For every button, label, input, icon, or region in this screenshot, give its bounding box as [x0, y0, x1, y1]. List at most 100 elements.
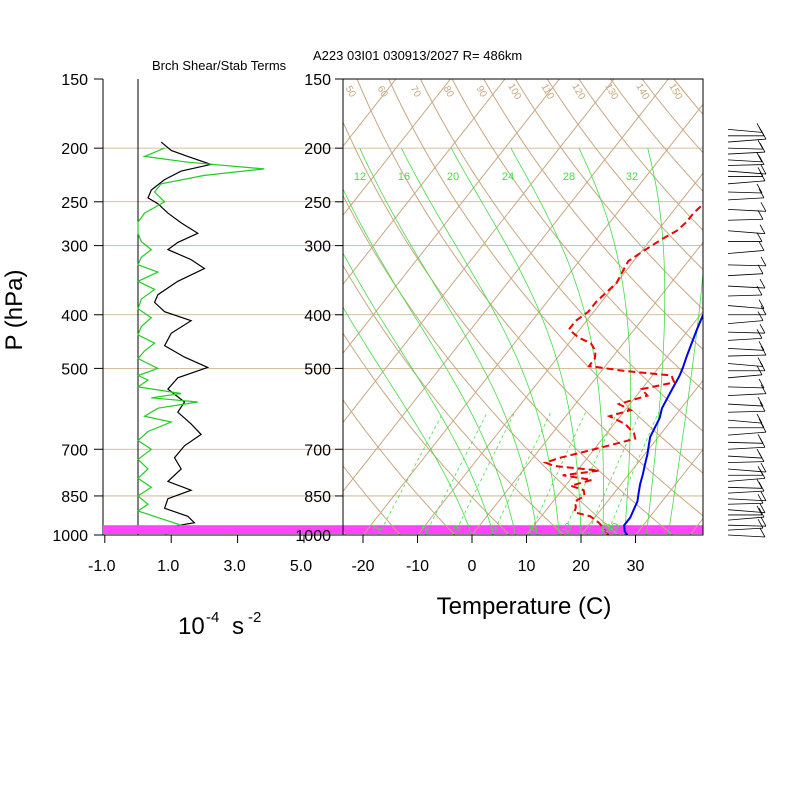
- dry-adiabat: [641, 79, 703, 154]
- wind-barb-flag: [757, 494, 764, 504]
- dry-adiabat: [692, 62, 800, 546]
- wind-barb-flag: [758, 452, 765, 462]
- dry-adiabat: [343, 332, 511, 535]
- y-tick-label-left: 250: [61, 195, 88, 212]
- wind-barb-flag: [759, 323, 766, 334]
- wind-barb-flag: [758, 341, 765, 351]
- mixing-ratio-line: [378, 412, 444, 535]
- units-exponent-2: -2: [248, 609, 261, 626]
- y-tick-label-right: 850: [304, 489, 331, 506]
- y-tick-label-right: 1000: [295, 528, 331, 545]
- mixing-ratio-line: [528, 412, 587, 535]
- dry-adiabat: [343, 264, 565, 535]
- wind-barb-shaft: [727, 138, 767, 143]
- wind-barb-flag: [758, 378, 765, 389]
- mixing-ratio-label: 1: [372, 523, 385, 534]
- wind-barb-shaft: [727, 129, 763, 133]
- dry-adiabat: [451, 79, 703, 391]
- wind-barb-flag: [759, 527, 766, 538]
- surface-highlight-band: [103, 525, 703, 534]
- dry-adiabat: [356, 79, 703, 517]
- y-tick-label-left: 150: [61, 72, 88, 89]
- wind-barb-flag: [758, 481, 765, 492]
- wind-barb-flag: [760, 256, 767, 267]
- wind-barb-flag: [758, 507, 765, 518]
- isotherm: [417, 172, 703, 535]
- wind-barb-flag: [760, 491, 767, 501]
- y-tick-label-left: 700: [61, 442, 88, 459]
- dry-adiabat-label: 80: [441, 84, 456, 100]
- wind-barb-shaft: [727, 273, 764, 277]
- y-tick-label-left: 200: [61, 141, 88, 158]
- wind-barb-shaft: [727, 386, 765, 389]
- wind-barb-shaft: [727, 490, 765, 494]
- wind-barb-flag: [759, 503, 766, 513]
- dry-adiabat: [343, 530, 347, 535]
- wind-barb-shaft: [727, 294, 763, 297]
- y-tick-label-right: 300: [304, 239, 331, 256]
- moist-adiabat-label: 16: [398, 171, 410, 183]
- wind-barb-flag: [760, 305, 767, 315]
- wind-barb-shaft: [727, 147, 764, 150]
- moist-adiabat-label: 24: [502, 171, 514, 183]
- dry-adiabat: [71, 62, 245, 546]
- dry-adiabat: [673, 79, 703, 116]
- wind-barb-flag: [759, 402, 766, 412]
- wind-barb-shaft: [727, 516, 765, 521]
- moist-adiabat: [401, 147, 560, 535]
- mixing-ratio-label: 8: [528, 523, 541, 534]
- isotherm: [745, 79, 800, 535]
- moist-adiabat: [450, 147, 582, 535]
- x-tick-label-temp: 10: [518, 558, 536, 575]
- dry-adiabat-label: 150: [666, 82, 684, 102]
- isotherm: [343, 79, 397, 147]
- wind-barb-shaft: [727, 363, 764, 367]
- wind-barb-flag: [756, 183, 763, 194]
- wind-barb-shaft: [727, 191, 763, 194]
- isotherm: [343, 79, 669, 493]
- wind-barb-flag: [757, 518, 764, 529]
- units-base: 10: [178, 613, 205, 640]
- wind-barb-shaft: [727, 151, 766, 155]
- left-panel-title: Brch Shear/Stab Terms: [152, 58, 287, 73]
- dry-adiabat: [785, 62, 800, 546]
- wind-barb-flag: [756, 413, 763, 424]
- dry-adiabat-label: 90: [474, 84, 489, 100]
- wind-barb-shaft: [727, 264, 767, 267]
- wind-barb-flag: [760, 345, 767, 356]
- dry-adiabat-label: 120: [569, 82, 587, 102]
- wind-barb-shaft: [727, 461, 765, 464]
- moist-adiabat-label: 32: [626, 171, 638, 183]
- moist-adiabat: [578, 147, 632, 535]
- wind-barb-shaft: [727, 374, 763, 379]
- wind-barb-shaft: [727, 509, 766, 514]
- skewt-frame: [342, 78, 704, 536]
- moist-adiabat: [510, 147, 604, 535]
- wind-barb-flag: [758, 241, 765, 251]
- x-tick-label-temp: 0: [468, 558, 477, 575]
- mixing-ratio-line: [586, 412, 641, 535]
- wind-barb-shaft: [727, 285, 766, 289]
- moist-adiabat-label: 28: [563, 171, 575, 183]
- isotherm: [635, 448, 703, 535]
- wind-barb-flag: [756, 329, 763, 339]
- isotherm: [343, 79, 615, 424]
- y-tick-label-right: 500: [304, 361, 331, 378]
- wind-barb-flag: [757, 396, 764, 407]
- y-tick-label-right: 250: [304, 195, 331, 212]
- y-tick-label-left: 500: [61, 361, 88, 378]
- wind-barb-flag: [757, 210, 764, 220]
- dry-adiabat: [343, 194, 620, 535]
- y-tick-label-right: 700: [304, 442, 331, 459]
- wind-barb-shaft: [727, 446, 766, 450]
- dry-adiabat: [102, 62, 301, 546]
- wind-barb-shaft: [727, 208, 767, 212]
- temperature-profile: [623, 312, 703, 535]
- skewt-clipped: [71, 62, 800, 546]
- wind-barb-flag: [756, 152, 763, 163]
- units-exponent-1: -4: [206, 609, 219, 626]
- wind-barb-flag: [760, 462, 767, 473]
- wind-barb-shaft: [727, 455, 763, 459]
